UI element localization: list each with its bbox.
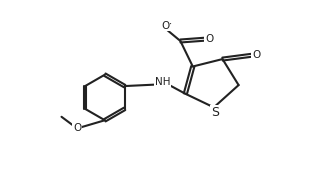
Text: O: O xyxy=(73,124,81,133)
Text: O: O xyxy=(252,50,261,60)
Text: S: S xyxy=(211,106,219,119)
Text: NH: NH xyxy=(155,77,170,87)
Text: O: O xyxy=(161,21,170,31)
Text: O: O xyxy=(205,34,214,44)
